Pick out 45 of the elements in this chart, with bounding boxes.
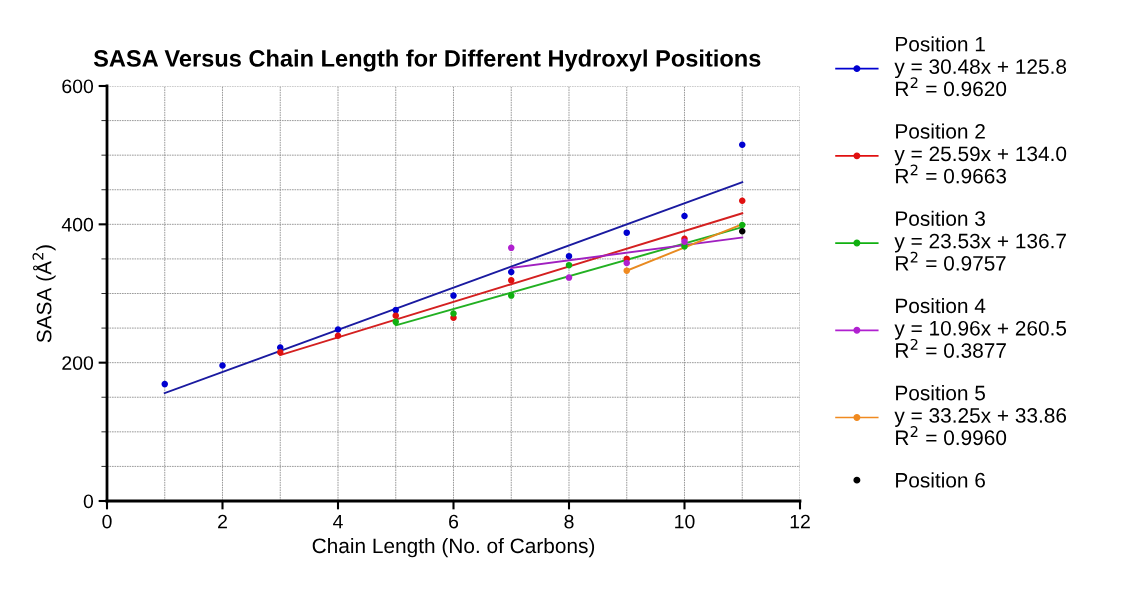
point: [738, 197, 746, 205]
point: [392, 318, 400, 326]
x-axis-title: Chain Length (No. of Carbons): [312, 537, 595, 558]
point: [161, 380, 169, 388]
point: [738, 141, 746, 149]
point: [392, 306, 400, 314]
legend-label: Position 6: [896, 472, 985, 488]
point: [623, 229, 631, 236]
point: [507, 244, 515, 252]
point: [334, 332, 342, 339]
chart-title: SASA Versus Chain Length for Different Hydroxyl Positions: [93, 49, 761, 72]
x-tick-label: 2: [218, 514, 227, 529]
x-tick-label: 6: [449, 514, 459, 529]
y-tick-label: 0: [83, 494, 94, 509]
point: [738, 221, 746, 229]
point: [565, 252, 573, 260]
point: [507, 277, 515, 284]
point: [334, 326, 342, 333]
point: [565, 274, 573, 281]
point: [392, 312, 400, 319]
legend-label: Position 1 y = 30.48x + 125.8 R$^{2}$ = 0.9620: [894, 36, 1067, 97]
point: [681, 212, 688, 220]
x-tick-label: 0: [102, 514, 112, 529]
point: [276, 349, 284, 356]
point: [623, 259, 631, 267]
point: [507, 292, 515, 299]
point: [738, 227, 746, 235]
legend-label: Position 4 y = 10.96x + 260.5 R$^{2}$ = 0.3877: [894, 297, 1067, 358]
point: [219, 362, 226, 369]
point: [450, 292, 457, 299]
point: [623, 267, 631, 274]
x-tick-label: 4: [333, 514, 343, 529]
x-tick-label: 10: [675, 514, 695, 529]
y-axis-title: SASA (Å$^{2}$): [32, 245, 56, 343]
legend-label: Position 2 y = 25.59x + 134.0 R$^{2}$ = 0.9663: [894, 123, 1067, 184]
point: [450, 310, 457, 317]
legend-label: Position 5 y = 33.25x + 33.86 R$^{2}$ = 0.9960: [894, 385, 1067, 446]
y-tick-label: 200: [62, 356, 94, 370]
point: [507, 268, 515, 276]
y-tick-label: 600: [62, 79, 94, 94]
x-tick-label: 12: [790, 514, 810, 529]
x-tick-label: 8: [564, 514, 574, 529]
y-tick-label: 400: [61, 217, 94, 232]
legend-label: Position 3 y = 23.53x + 136.7 R$^{2}$ = 0.9757: [894, 210, 1066, 271]
point: [565, 261, 573, 269]
